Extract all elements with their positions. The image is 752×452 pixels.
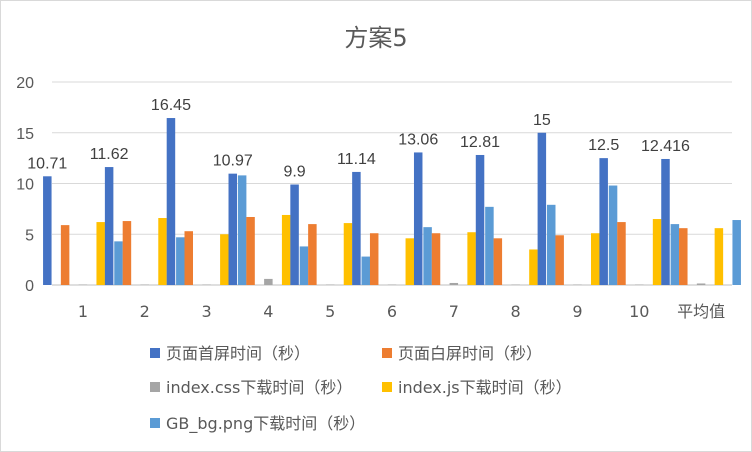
data-label: 11.62 bbox=[90, 146, 129, 163]
bar bbox=[475, 154, 485, 285]
bar bbox=[537, 132, 547, 285]
legend-swatch bbox=[382, 382, 392, 392]
bars bbox=[43, 118, 741, 285]
bar bbox=[361, 256, 371, 285]
x-tick-label: 9 bbox=[572, 302, 582, 321]
bar bbox=[78, 284, 88, 285]
bar bbox=[220, 234, 229, 285]
bar bbox=[246, 216, 255, 285]
bar bbox=[546, 204, 556, 285]
bar bbox=[343, 223, 353, 285]
data-label: 16.45 bbox=[151, 97, 191, 114]
bar bbox=[423, 227, 432, 285]
bar bbox=[635, 284, 644, 285]
bar bbox=[176, 237, 185, 285]
x-tick-label: 3 bbox=[201, 302, 211, 321]
x-tick-label: 2 bbox=[140, 302, 150, 321]
bar bbox=[281, 214, 291, 285]
bar bbox=[732, 220, 741, 285]
bar bbox=[114, 241, 123, 285]
bar bbox=[714, 228, 724, 285]
data-label: 10.97 bbox=[213, 153, 253, 170]
bar bbox=[608, 185, 618, 285]
x-tick-label: 8 bbox=[511, 302, 521, 321]
y-tick-label: 10 bbox=[16, 177, 34, 194]
bar bbox=[325, 284, 335, 285]
x-axis: 1 2 3 4 5 6 7 8 9 10 平均值 bbox=[78, 302, 725, 321]
data-label: 11.14 bbox=[337, 151, 376, 168]
bar bbox=[405, 238, 415, 285]
data-label: 13.06 bbox=[398, 131, 438, 148]
y-axis: 0 5 10 15 20 bbox=[16, 75, 34, 295]
bar bbox=[264, 278, 273, 285]
bar bbox=[140, 284, 149, 285]
bar bbox=[493, 238, 503, 285]
legend-label: 页面首屏时间（秒） bbox=[166, 344, 310, 363]
bar bbox=[617, 222, 626, 285]
bar bbox=[104, 167, 114, 285]
y-tick-label: 20 bbox=[16, 75, 34, 92]
data-label: 15 bbox=[533, 112, 551, 129]
bar bbox=[202, 284, 211, 285]
bar bbox=[122, 221, 132, 285]
bar bbox=[184, 231, 193, 285]
y-tick-label: 15 bbox=[16, 126, 34, 143]
bar bbox=[661, 158, 670, 285]
data-label: 12.5 bbox=[588, 137, 619, 154]
bar bbox=[529, 249, 538, 285]
x-tick-label: 1 bbox=[78, 302, 88, 321]
data-label: 12.416 bbox=[641, 138, 690, 155]
x-tick-label: 7 bbox=[449, 302, 459, 321]
legend: 页面首屏时间（秒） 页面白屏时间（秒） index.css下载时间（秒） index.… bbox=[150, 344, 572, 434]
x-tick-label: 6 bbox=[387, 302, 397, 321]
bar bbox=[369, 233, 379, 285]
y-tick-label: 0 bbox=[25, 278, 34, 295]
bar bbox=[696, 283, 706, 285]
bar bbox=[166, 118, 176, 285]
x-tick-label: 平均值 bbox=[677, 302, 725, 321]
legend-label: index.js下载时间（秒） bbox=[398, 378, 572, 397]
bar bbox=[555, 235, 564, 285]
chart-title: 方案5 bbox=[344, 24, 407, 52]
legend-label: GB_bg.png下载时间（秒） bbox=[166, 414, 365, 434]
bar bbox=[467, 232, 476, 285]
bar bbox=[652, 219, 662, 285]
bar bbox=[679, 228, 688, 285]
legend-swatch bbox=[150, 348, 160, 358]
legend-label: 页面白屏时间（秒） bbox=[398, 344, 542, 363]
bar bbox=[352, 171, 361, 285]
bar bbox=[387, 284, 397, 285]
bar bbox=[158, 218, 167, 285]
bar bbox=[96, 222, 105, 285]
bar bbox=[290, 184, 299, 285]
bar bbox=[60, 225, 70, 285]
data-label: 9.9 bbox=[283, 164, 305, 181]
legend-swatch bbox=[150, 382, 160, 392]
legend-label: index.css下载时间（秒） bbox=[166, 378, 352, 397]
bar bbox=[308, 224, 317, 285]
data-label: 10.71 bbox=[27, 155, 67, 172]
bar bbox=[511, 284, 520, 285]
bar bbox=[299, 246, 309, 285]
y-tick-label: 5 bbox=[25, 227, 34, 244]
bar bbox=[573, 284, 582, 285]
bar bbox=[237, 175, 247, 285]
bar bbox=[670, 224, 680, 285]
bar bbox=[485, 206, 494, 285]
bar bbox=[599, 158, 608, 285]
legend-swatch bbox=[382, 348, 392, 358]
data-labels: 10.71 11.62 16.45 10.97 9.9 11.14 13.06 12.81 15… bbox=[27, 97, 690, 180]
legend-swatch bbox=[150, 418, 160, 428]
data-label: 12.81 bbox=[460, 134, 500, 151]
bar bbox=[228, 173, 238, 285]
x-tick-label: 4 bbox=[263, 302, 273, 321]
bar bbox=[431, 233, 441, 285]
bar bbox=[413, 152, 423, 285]
x-tick-label: 5 bbox=[325, 302, 335, 321]
bar bbox=[449, 282, 459, 285]
bar bbox=[43, 176, 52, 285]
x-tick-label: 10 bbox=[629, 302, 649, 321]
bar bbox=[591, 233, 600, 285]
